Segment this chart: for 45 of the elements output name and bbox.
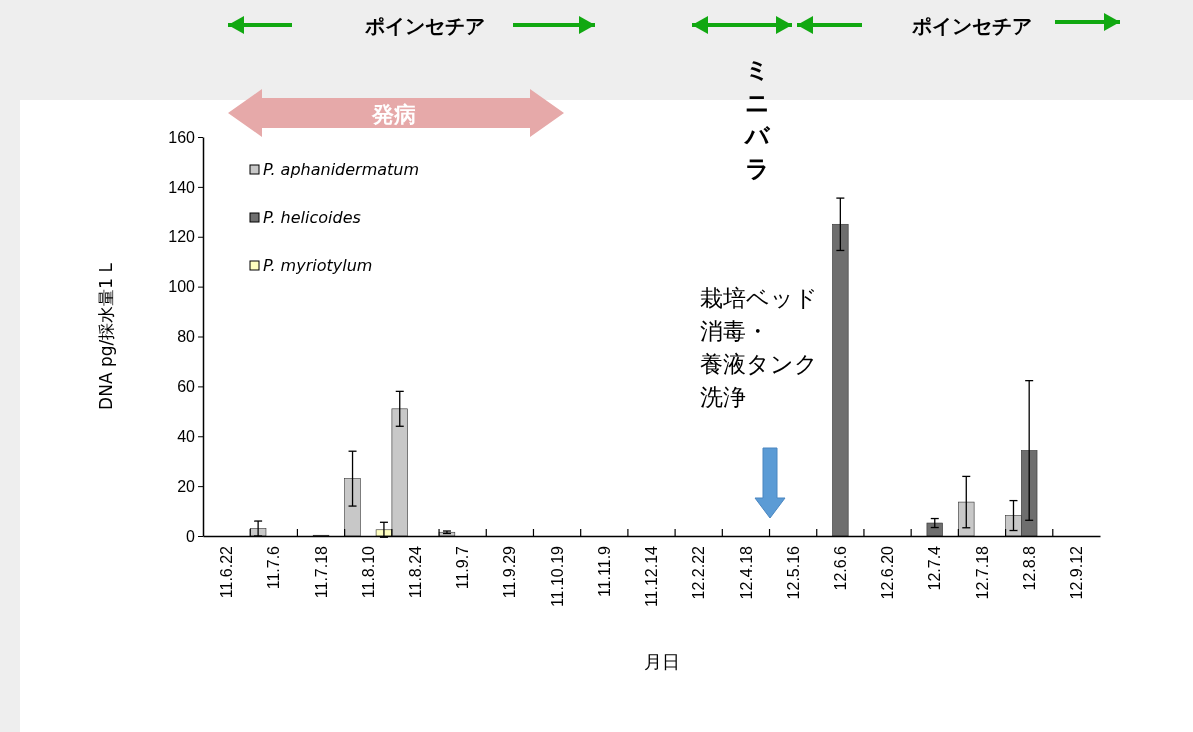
bar [832,223,849,537]
x-tick-label: 11.9.29 [501,545,519,599]
bar [926,522,943,537]
annotation: 養液タンク [700,351,818,377]
annotation: 洗浄 [700,384,746,410]
y-tick-label: 120 [168,228,196,246]
x-tick-label: 11.10.19 [548,545,566,608]
x-tick-label: 12.2.22 [690,545,708,600]
x-tick-label: 11.7.18 [312,545,330,599]
x-axis-title: 月日 [643,651,680,672]
x-tick-label: 12.6.20 [879,545,897,600]
x-tick-label: 12.7.4 [926,545,944,591]
legend-label: P. myriotylum [263,256,373,275]
x-tick-label: 11.8.24 [407,545,425,599]
y-axis-title: DNA pg/採水量1 L [96,262,116,410]
y-tick-label: 80 [177,328,196,346]
y-tick-label: 60 [177,377,196,395]
y-tick-label: 40 [177,427,196,445]
legend-label: P. helicoides [263,208,361,227]
x-tick-label: 11.6.22 [218,545,236,599]
bar [958,501,975,537]
bar [344,478,361,537]
annotation: 栽培ベッド [700,285,818,311]
text: ポインセチア [364,14,485,38]
text: 発病 [371,102,416,127]
text: ポインセチア [911,14,1032,38]
legend-label: P. aphanidermatum [263,160,420,179]
x-tick-label: 11.9.7 [454,545,472,590]
y-tick-label: 0 [186,527,196,545]
x-tick-label: 12.9.12 [1067,545,1085,600]
annotation: ミニバラ [742,56,771,183]
x-tick-label: 12.4.18 [737,545,755,600]
x-tick-label: 12.7.18 [973,545,991,600]
annotation: 消毒・ [700,318,769,344]
y-tick-label: 160 [168,128,196,146]
y-tick-label: 140 [168,178,196,196]
x-tick-label: 12.5.16 [784,545,802,600]
x-tick-label: 11.7.6 [265,545,283,590]
x-tick-label: 11.8.10 [359,545,377,599]
x-tick-label: 12.6.6 [831,545,849,591]
x-tick-label: 11.11.9 [595,545,613,598]
y-tick-label: 100 [168,278,196,296]
x-tick-label: 12.8.8 [1020,545,1038,591]
y-tick-label: 20 [177,477,196,495]
x-tick-label: 11.12.14 [643,545,661,608]
